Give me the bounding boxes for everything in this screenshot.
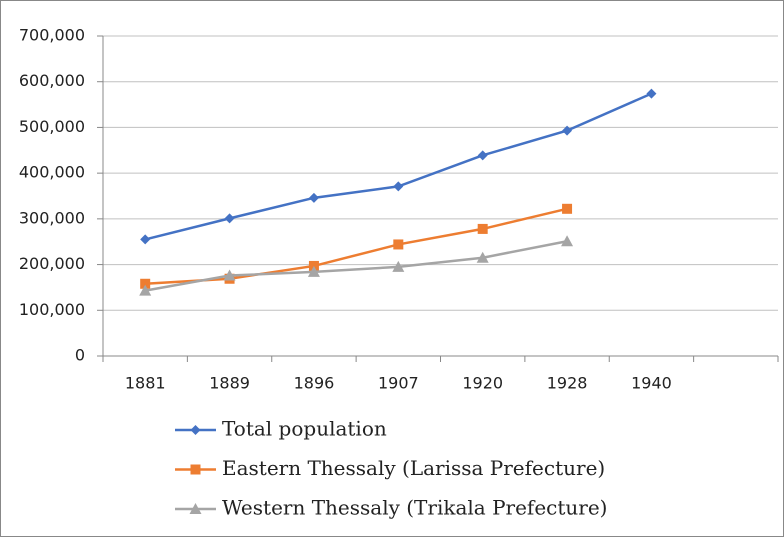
legend-label: Eastern Thessaly (Larissa Prefecture) — [222, 456, 605, 480]
marker — [476, 251, 489, 263]
x-tick-label: 1889 — [209, 374, 250, 393]
marker — [140, 278, 151, 289]
legend-marker — [190, 464, 201, 475]
y-tick-label: 0 — [75, 346, 85, 365]
marker — [139, 284, 152, 296]
legend-marker — [189, 503, 202, 514]
marker — [308, 192, 319, 203]
y-tick-label: 100,000 — [19, 300, 85, 319]
legend-label: Total population — [222, 417, 387, 441]
legend-marker — [190, 425, 201, 435]
marker — [393, 181, 404, 192]
x-tick-label: 1907 — [378, 374, 419, 393]
y-tick-label: 600,000 — [19, 71, 85, 90]
marker — [477, 150, 488, 161]
marker — [561, 235, 574, 247]
legend-label: Western Thessaly (Trikala Prefecture) — [222, 496, 608, 520]
marker — [562, 203, 573, 214]
marker — [392, 260, 405, 272]
marker — [223, 269, 236, 281]
marker — [562, 125, 573, 136]
x-tick-label: 1896 — [294, 374, 335, 393]
series-line — [145, 207, 568, 286]
y-tick-label: 400,000 — [19, 163, 85, 182]
x-tick-label: 1920 — [462, 374, 503, 393]
x-tick-label: 1928 — [547, 374, 588, 393]
y-tick-label: 300,000 — [19, 208, 85, 227]
marker — [140, 234, 151, 245]
y-tick-label: 500,000 — [19, 117, 85, 136]
y-tick-label: 700,000 — [19, 26, 85, 45]
marker — [393, 239, 404, 250]
marker — [307, 265, 320, 277]
series-line — [144, 240, 568, 292]
y-tick-label: 200,000 — [19, 254, 85, 273]
x-tick-label: 1881 — [125, 374, 166, 393]
marker — [224, 213, 235, 224]
marker — [646, 88, 657, 99]
marker — [477, 223, 488, 234]
x-tick-label: 1940 — [631, 374, 672, 393]
